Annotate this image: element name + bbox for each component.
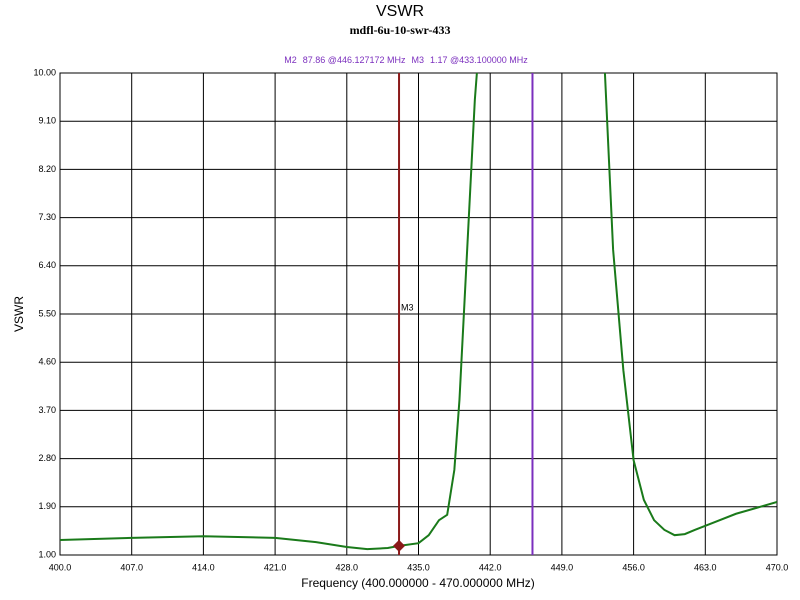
y-tick-label: 8.20	[38, 164, 56, 174]
chart-title: VSWR	[376, 3, 424, 20]
x-axis-label: Frequency (400.000000 - 470.000000 MHz)	[301, 576, 534, 590]
marker-point	[393, 539, 406, 552]
readout-part: M3	[412, 55, 425, 65]
y-tick-label: 10.00	[33, 67, 56, 77]
y-tick-label: 4.60	[38, 357, 56, 367]
x-tick-label: 470.0	[766, 562, 789, 572]
plot-content	[60, 73, 777, 551]
x-tick-label: 407.0	[120, 562, 143, 572]
y-tick-label: 9.10	[38, 116, 56, 126]
y-tick-label: 2.80	[38, 453, 56, 463]
y-tick-label: 1.90	[38, 501, 56, 511]
readout-text: M2 87.86 @446.127172 MHz M3 1.17 @433.10000…	[284, 55, 528, 65]
x-tick-label: 456.0	[622, 562, 645, 572]
y-axis-label: VSWR	[12, 296, 26, 332]
x-tick-label: 435.0	[407, 562, 430, 572]
marker-readout: M2 87.86 @446.127172 MHz M3 1.17 @433.10000…	[284, 55, 528, 65]
readout-part: 1.17 @433.100000 MHz	[430, 55, 528, 65]
x-tick-label: 421.0	[264, 562, 287, 572]
x-tick-label: 442.0	[479, 562, 502, 572]
readout-part: M2	[284, 55, 297, 65]
y-tick-label: 7.30	[38, 212, 56, 222]
x-tick-label: 449.0	[551, 562, 574, 572]
y-tick-label: 3.70	[38, 405, 56, 415]
y-tick-label: 6.40	[38, 260, 56, 270]
x-tick-label: 400.0	[49, 562, 72, 572]
y-tick-label: 1.00	[38, 549, 56, 559]
x-tick-label: 463.0	[694, 562, 717, 572]
readout-part: 87.86 @446.127172 MHz	[303, 55, 406, 65]
x-tick-label: 428.0	[336, 562, 359, 572]
y-tick-label: 5.50	[38, 308, 56, 318]
marker-label: M3	[401, 302, 414, 312]
x-tick-label: 414.0	[192, 562, 215, 572]
chart-subtitle: mdfl-6u-10-swr-433	[350, 23, 451, 37]
vswr-line	[60, 73, 777, 551]
